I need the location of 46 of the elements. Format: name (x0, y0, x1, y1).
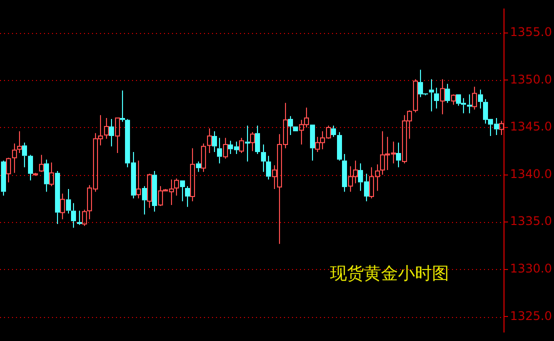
y-tick-label: 1340.0 (510, 166, 552, 181)
candlestick (12, 143, 17, 174)
y-tick-label: 1330.0 (510, 261, 552, 276)
candlestick (22, 142, 27, 168)
candlestick (109, 118, 114, 147)
candlestick (185, 186, 190, 208)
y-tick-label: 1350.0 (510, 72, 552, 86)
candlestick (104, 117, 109, 140)
candlestick (342, 153, 347, 192)
candlestick (1, 160, 6, 196)
candlestick (136, 160, 141, 199)
candlestick (196, 161, 201, 172)
candlestick (434, 87, 439, 110)
candlestick (201, 143, 206, 172)
candlestick (478, 89, 483, 110)
candlestick (55, 170, 60, 224)
candlestick (212, 130, 217, 153)
candlestick (142, 186, 147, 215)
candlestick (261, 144, 266, 172)
y-tick-label: 1355.0 (510, 24, 552, 39)
candlestick (331, 125, 336, 138)
y-tick-label: 1325.0 (510, 308, 552, 323)
candlestick (472, 86, 477, 110)
candlestick (396, 142, 401, 168)
candlestick (255, 125, 260, 154)
text: 现货黄金小时图 (330, 263, 449, 285)
candlestick (120, 90, 125, 122)
candlestick (217, 137, 222, 164)
candlestick (337, 132, 342, 162)
candlestick (429, 78, 434, 112)
candlestick (445, 83, 450, 104)
candlestick (77, 210, 82, 226)
candlestick (266, 155, 271, 180)
candlestick (288, 116, 293, 136)
candlestick (440, 78, 445, 115)
candlestick (152, 170, 157, 212)
y-tick-label: 1335.0 (510, 214, 552, 228)
candlestick (44, 159, 49, 192)
candlestick (207, 128, 212, 154)
candlestick (245, 125, 250, 162)
candlestick (28, 154, 33, 181)
candlestick (17, 130, 22, 154)
candlestick (66, 188, 71, 214)
candlestick (60, 193, 65, 220)
candlestick (71, 202, 76, 228)
y-tick-label: 1345.0 (510, 120, 552, 134)
